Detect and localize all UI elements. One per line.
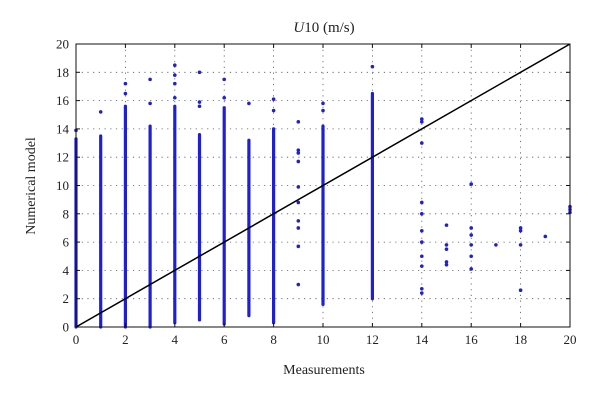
data-point xyxy=(148,101,152,106)
data-point xyxy=(494,243,498,247)
data-point xyxy=(271,108,276,113)
y-tick-label: 2 xyxy=(63,291,70,306)
x-tick-label: 4 xyxy=(172,332,179,347)
data-point xyxy=(296,219,301,223)
data-point xyxy=(469,182,474,186)
y-tick-label: 20 xyxy=(56,37,69,52)
data-point xyxy=(271,97,276,101)
data-point xyxy=(296,185,301,189)
data-point xyxy=(420,141,424,145)
x-tick-label: 14 xyxy=(415,332,429,347)
x-tick-label: 18 xyxy=(514,332,527,347)
y-tick-label: 10 xyxy=(56,178,69,193)
data-point xyxy=(296,244,301,249)
y-tick-label: 14 xyxy=(56,121,70,136)
data-point xyxy=(444,262,449,267)
data-point xyxy=(469,243,474,247)
x-tick-label: 10 xyxy=(317,332,330,347)
data-point xyxy=(469,267,474,271)
data-point xyxy=(370,64,375,69)
y-tick-label: 18 xyxy=(56,65,69,80)
data-point xyxy=(123,81,128,86)
x-tick-label: 0 xyxy=(73,332,80,347)
data-point xyxy=(444,243,449,247)
x-tick-label: 2 xyxy=(122,332,129,347)
data-point xyxy=(444,260,449,264)
data-point xyxy=(296,148,301,152)
y-tick-label: 0 xyxy=(63,320,70,335)
data-point xyxy=(420,228,424,233)
data-point xyxy=(321,108,325,113)
data-point xyxy=(469,233,474,237)
x-axis-label: Measurements xyxy=(283,363,365,378)
data-point xyxy=(173,73,177,77)
data-points xyxy=(74,63,572,329)
data-point xyxy=(222,77,226,82)
data-point xyxy=(148,77,152,82)
x-tick-label: 6 xyxy=(221,332,228,347)
data-point xyxy=(420,286,424,291)
data-point xyxy=(420,291,424,295)
y-axis-label: Numerical model xyxy=(24,137,39,235)
data-point xyxy=(469,226,474,230)
reference-line-y-equals-x xyxy=(75,43,571,328)
x-tick-label: 8 xyxy=(270,332,277,347)
data-point xyxy=(321,101,325,106)
data-point xyxy=(173,63,177,68)
data-point xyxy=(123,91,128,96)
data-point xyxy=(296,151,301,155)
y-tick-label: 16 xyxy=(56,93,70,108)
data-point xyxy=(420,264,424,268)
x-tick-label: 20 xyxy=(564,332,577,347)
data-point xyxy=(518,226,523,230)
data-point xyxy=(296,200,301,205)
data-point xyxy=(98,110,103,114)
x-tick-label: 16 xyxy=(465,332,479,347)
data-point xyxy=(469,254,474,259)
y-tick-label: 8 xyxy=(63,206,70,221)
data-point xyxy=(247,101,251,106)
title-rest-part: 10 (m/s) xyxy=(304,20,354,36)
data-point xyxy=(420,212,424,216)
data-point xyxy=(420,240,424,244)
data-point xyxy=(296,159,301,164)
data-point xyxy=(420,117,424,121)
data-point xyxy=(543,234,548,239)
data-point xyxy=(420,254,424,259)
data-point xyxy=(444,247,449,251)
y-tick-label: 12 xyxy=(56,150,69,165)
data-point xyxy=(222,95,226,100)
data-point xyxy=(518,288,523,293)
x-tick-label: 12 xyxy=(366,332,379,347)
y-tick-label: 4 xyxy=(63,263,70,278)
data-point xyxy=(420,200,424,205)
title-italic-part: U xyxy=(293,20,305,36)
data-point xyxy=(296,120,301,124)
data-point xyxy=(173,81,177,86)
data-point xyxy=(518,243,523,247)
data-point xyxy=(197,70,202,75)
chart-title: U10 (m/s) xyxy=(293,20,354,36)
data-point xyxy=(197,100,202,104)
data-point xyxy=(173,95,177,100)
data-point xyxy=(296,282,301,287)
axis-ticks: 0 2 4 6 8 10 12 14 16 18 20 0 2 4 6 8 10 12 14 16 18 20 xyxy=(56,37,577,348)
data-point xyxy=(296,226,301,230)
data-point xyxy=(197,104,202,109)
data-point xyxy=(420,120,424,124)
y-tick-label: 6 xyxy=(63,235,70,250)
data-point xyxy=(518,228,523,233)
data-point xyxy=(444,223,449,227)
